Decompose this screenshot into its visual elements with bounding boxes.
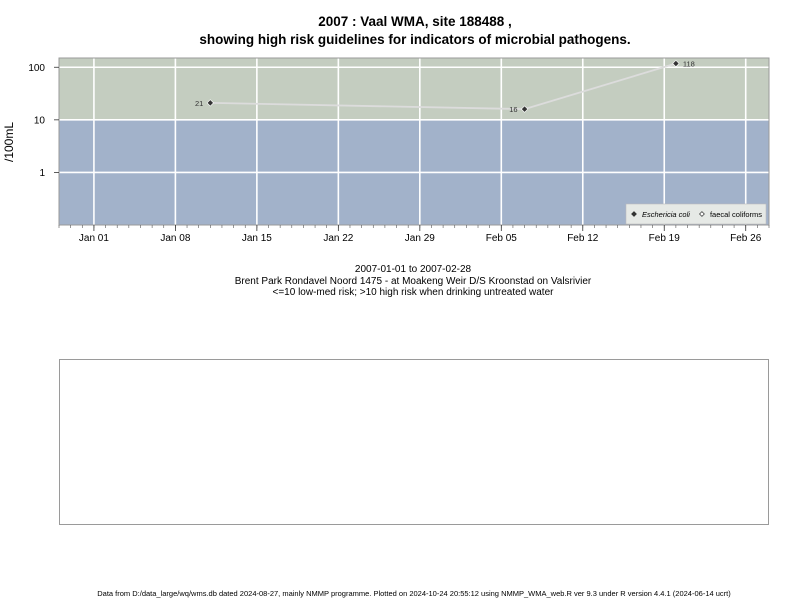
- data-label: 16: [509, 105, 517, 114]
- legend-box: [625, 203, 767, 225]
- chart-title-line-2: showing high risk guidelines for indicat…: [199, 32, 631, 47]
- series-line-segment: [524, 62, 677, 110]
- y-tick-label: 1: [39, 168, 45, 179]
- y-axis-label: /100mL: [2, 122, 16, 162]
- footer-note: Data from D:/data_large/wq/wms.db dated …: [97, 589, 731, 598]
- x-tick-label: Jan 29: [405, 233, 435, 244]
- plot-border: [58, 57, 770, 226]
- y-tick-label: 100: [28, 63, 45, 74]
- data-point-marker: [672, 59, 680, 68]
- x-tick-label: Jan 01: [79, 233, 109, 244]
- caption-date-range: 2007-01-01 to 2007-02-28: [354, 264, 472, 275]
- caption-risk-note: <=10 low-med risk; >10 high risk when dr…: [272, 287, 554, 298]
- x-tick-label: Feb 26: [730, 233, 762, 244]
- x-tick-label: Feb 12: [567, 233, 599, 244]
- x-axis: Jan 01 Jan 08 Jan 15 Jan 22 Jan 29 Feb 05 Feb …: [58, 225, 770, 244]
- series-line-segment: [210, 101, 525, 111]
- x-tick-label: Feb 19: [649, 233, 681, 244]
- empty-plot-panel: [59, 359, 769, 525]
- legend-marker: [631, 211, 637, 217]
- caption-site: Brent Park Rondavel Noord 1475 - at Moak…: [234, 276, 592, 287]
- y-axis: 1 10 100: [28, 63, 59, 179]
- x-tick-label: Jan 08: [160, 233, 190, 244]
- legend-marker: [699, 211, 705, 217]
- data-label: 118: [683, 59, 695, 68]
- data-point-marker: [520, 105, 529, 113]
- grid-lines: [59, 58, 769, 225]
- legend-label: faecal coliforms: [710, 210, 762, 219]
- data-label: 21: [195, 99, 203, 108]
- legend-label: Eschericia coli: [642, 210, 690, 219]
- chart-title-line-1: 2007 : Vaal WMA, site 188488 ,: [318, 14, 512, 29]
- data-point-marker: [206, 99, 214, 107]
- y-tick-label: 10: [34, 115, 46, 126]
- x-tick-label: Feb 05: [486, 233, 518, 244]
- chart-svg: Jan 01 Jan 08 Jan 15 Jan 22 Jan 29 Feb 05 Feb …: [2, 57, 770, 244]
- risk-band-high: [59, 58, 769, 120]
- x-tick-label: Jan 22: [323, 233, 353, 244]
- legend: Eschericia coli faecal coliforms: [625, 203, 767, 225]
- x-tick-label: Jan 15: [242, 233, 272, 244]
- data-series: 21 16 118: [195, 59, 695, 114]
- risk-bands: [59, 58, 769, 225]
